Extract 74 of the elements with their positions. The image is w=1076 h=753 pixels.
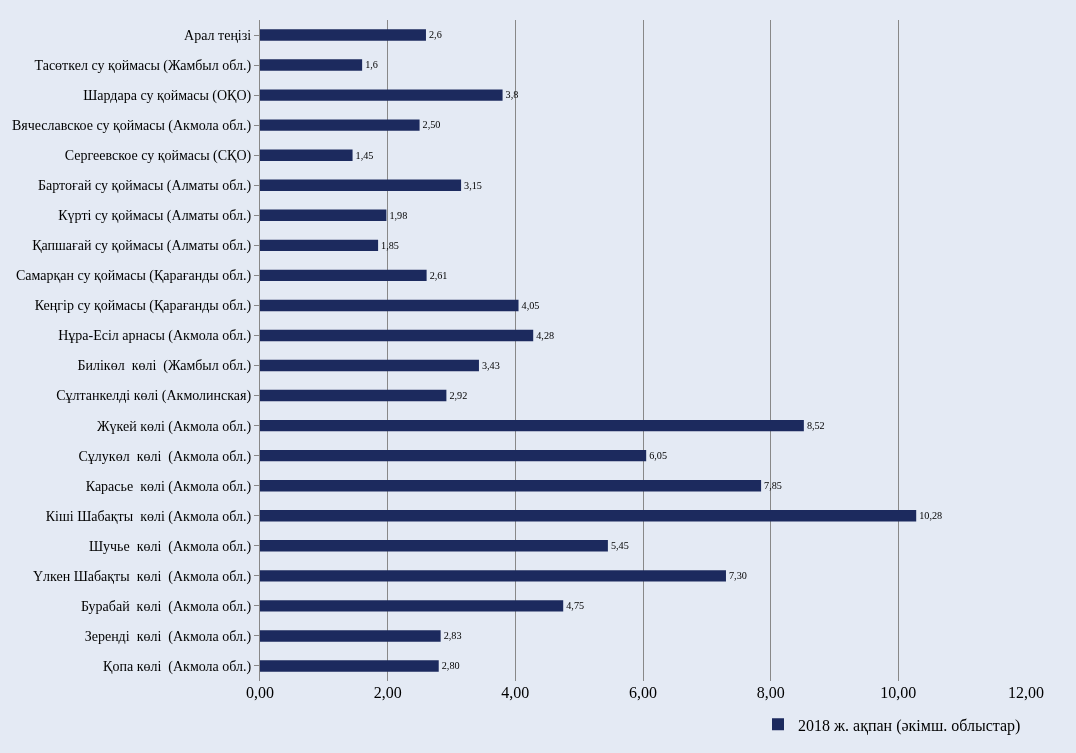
y-tick-label: Сергеевское су қоймасы (СҚО)	[64, 148, 252, 165]
y-tick-label: Билікөл көлі (Жамбыл обл.)	[77, 358, 252, 375]
bar	[260, 449, 647, 462]
data-label: 8,52	[806, 419, 825, 431]
data-label: 3,43	[481, 359, 500, 371]
bar	[260, 660, 439, 672]
bar	[260, 209, 387, 221]
data-label: 4,05	[521, 299, 540, 311]
data-label: 3,8	[505, 89, 519, 101]
bar	[260, 419, 804, 432]
bar	[260, 269, 427, 282]
y-tick-label: Нұра-Есіл арнасы (Акмола обл.)	[58, 328, 252, 345]
data-label: 1,45	[355, 149, 374, 161]
x-tick-label: 10,00	[880, 684, 917, 701]
data-label: 4,75	[566, 600, 585, 612]
bar	[260, 480, 762, 492]
y-tick-label: Арал теңізі	[184, 27, 252, 43]
bar	[260, 149, 353, 161]
bar	[260, 119, 420, 131]
y-tick-label: Үлкен Шабақты көлі (Акмола обл.)	[32, 568, 252, 585]
data-label: 4,28	[536, 329, 555, 341]
data-label: 6,05	[649, 449, 668, 461]
y-tick-label: Күрті су қоймасы (Алматы обл.)	[58, 208, 252, 225]
data-label: 7,30	[728, 570, 747, 582]
bar	[260, 299, 519, 312]
y-tick-label: Карасье көлі (Акмола обл.)	[85, 478, 252, 495]
y-tick-label: Қапшағай су қоймасы (Алматы обл.)	[32, 238, 252, 255]
y-tick-label: Бартоғай су қоймасы (Алматы обл.)	[38, 178, 252, 195]
y-tick-label: Тасөткел су қоймасы (Жамбыл обл.)	[34, 57, 252, 74]
bar	[260, 179, 462, 191]
data-label: 7,85	[764, 480, 782, 492]
data-label: 2,83	[443, 630, 462, 642]
data-label: 2,6	[428, 29, 442, 41]
bar	[260, 89, 503, 101]
y-tick-label: Сұлтанкелді көлі (Акмолинская)	[56, 388, 252, 405]
data-label: 5,45	[610, 540, 629, 552]
x-tick-label: 8,00	[756, 684, 785, 701]
legend-label: 2018 ж. ақпан (әкімш. облыстар)	[798, 716, 1021, 735]
bar	[260, 59, 363, 71]
data-label: 2,80	[441, 660, 460, 672]
data-label: 1,6	[365, 59, 378, 71]
bar	[260, 329, 534, 342]
data-label: 2,50	[422, 119, 441, 131]
y-tick-label: Зеренді көлі (Акмола обл.)	[84, 628, 252, 645]
bar	[260, 29, 426, 41]
bar	[260, 540, 608, 552]
data-label: 1,98	[389, 209, 408, 221]
y-tick-label: Сұлукөл көлі (Акмола обл.)	[78, 448, 252, 465]
data-label: 2,92	[449, 389, 468, 401]
y-tick-label: Шардара су қоймасы (ОҚО)	[83, 88, 252, 105]
y-tick-label: Жүкей көлі (Акмола обл.)	[96, 418, 252, 435]
x-tick-label: 2,00	[373, 684, 402, 701]
bar	[260, 630, 441, 642]
data-label: 2,61	[429, 269, 448, 281]
y-tick-label: Бурабай көлі (Акмола обл.)	[80, 598, 252, 615]
y-tick-label: Кіші Шабақты көлі (Акмола обл.)	[45, 508, 252, 525]
data-label: 3,15	[464, 179, 482, 191]
y-tick-label: Шучье көлі (Акмола обл.)	[88, 538, 252, 555]
y-tick-label: Қопа көлі (Акмола обл.)	[103, 658, 252, 675]
bar	[260, 359, 479, 372]
bar	[260, 600, 564, 612]
bar	[260, 389, 447, 402]
bar	[260, 510, 917, 522]
x-tick-label: 6,00	[629, 684, 657, 701]
bar	[260, 570, 726, 582]
y-tick-label: Кеңгір су қоймасы (Қарағанды обл.)	[34, 298, 252, 315]
y-tick-label: Вячеславское су қоймасы (Акмола обл.)	[11, 118, 252, 135]
y-tick-label: Самарқан су қоймасы (Қарағанды обл.)	[15, 268, 252, 285]
x-tick-label: 0,00	[246, 684, 274, 701]
data-label: 10,28	[919, 510, 943, 522]
bar	[260, 239, 379, 252]
x-tick-label: 12,00	[1008, 684, 1044, 701]
data-label: 1,85	[381, 239, 399, 251]
x-tick-label: 4,00	[501, 684, 530, 701]
